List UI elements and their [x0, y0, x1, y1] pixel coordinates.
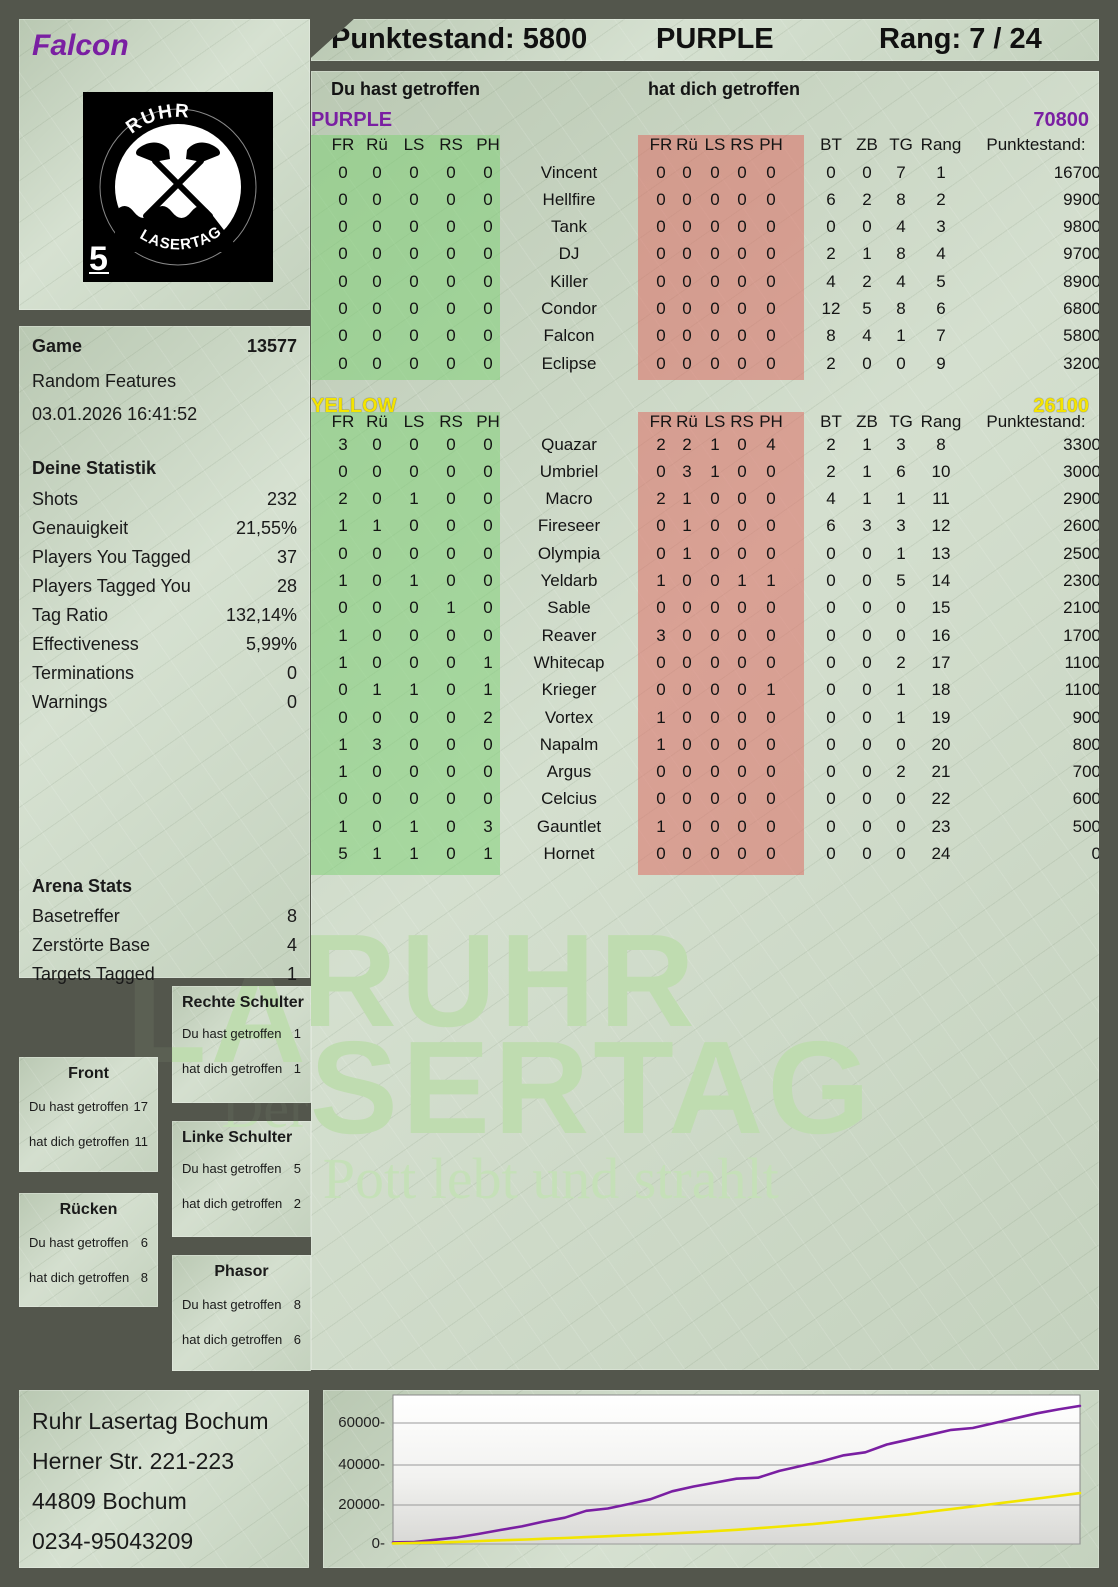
- svg-text:40000-: 40000-: [338, 1456, 385, 1473]
- svg-text:0-: 0-: [372, 1535, 385, 1552]
- svg-text:60000-: 60000-: [338, 1414, 385, 1431]
- svg-text:20000-: 20000-: [338, 1496, 385, 1513]
